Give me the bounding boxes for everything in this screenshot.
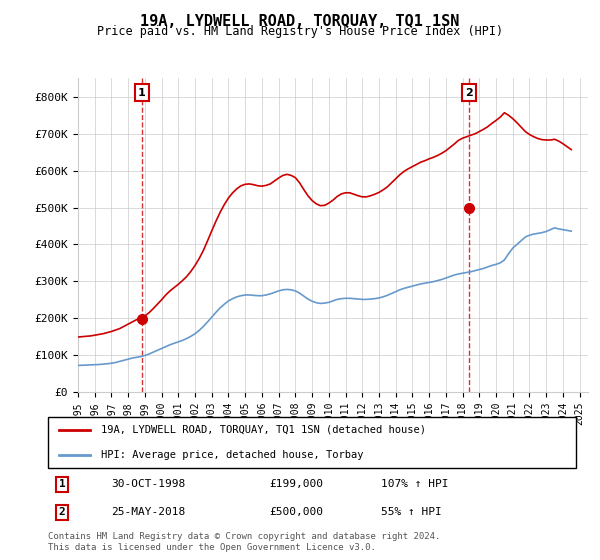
Text: 55% ↑ HPI: 55% ↑ HPI — [380, 507, 442, 517]
Text: 30-OCT-1998: 30-OCT-1998 — [112, 479, 185, 489]
Text: 2: 2 — [466, 88, 473, 98]
Text: 19A, LYDWELL ROAD, TORQUAY, TQ1 1SN: 19A, LYDWELL ROAD, TORQUAY, TQ1 1SN — [140, 14, 460, 29]
Text: 107% ↑ HPI: 107% ↑ HPI — [380, 479, 448, 489]
Text: Price paid vs. HM Land Registry's House Price Index (HPI): Price paid vs. HM Land Registry's House … — [97, 25, 503, 38]
Text: 2: 2 — [59, 507, 65, 517]
FancyBboxPatch shape — [48, 417, 576, 468]
Text: This data is licensed under the Open Government Licence v3.0.: This data is licensed under the Open Gov… — [48, 543, 376, 552]
Text: 25-MAY-2018: 25-MAY-2018 — [112, 507, 185, 517]
Text: Contains HM Land Registry data © Crown copyright and database right 2024.: Contains HM Land Registry data © Crown c… — [48, 532, 440, 541]
Text: 1: 1 — [59, 479, 65, 489]
Text: 1: 1 — [138, 88, 146, 98]
Text: £199,000: £199,000 — [270, 479, 324, 489]
Text: 19A, LYDWELL ROAD, TORQUAY, TQ1 1SN (detached house): 19A, LYDWELL ROAD, TORQUAY, TQ1 1SN (det… — [101, 425, 426, 435]
Text: HPI: Average price, detached house, Torbay: HPI: Average price, detached house, Torb… — [101, 450, 364, 460]
Text: £500,000: £500,000 — [270, 507, 324, 517]
